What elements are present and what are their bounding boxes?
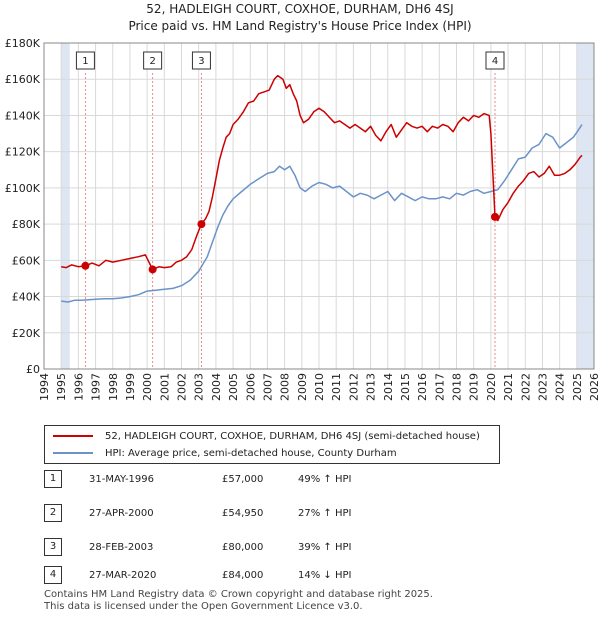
x-tick-label: 2009 bbox=[296, 373, 309, 401]
x-tick-label: 2026 bbox=[588, 373, 600, 401]
y-tick-label: £180K bbox=[5, 37, 41, 50]
x-tick-label: 2005 bbox=[227, 373, 240, 401]
x-tick-label: 2007 bbox=[261, 373, 274, 401]
sale-point bbox=[81, 261, 90, 270]
y-tick-label: £140K bbox=[5, 109, 41, 122]
x-tick-label: 2006 bbox=[244, 373, 257, 401]
sale-marker-box bbox=[485, 51, 505, 70]
x-tick-label: 1998 bbox=[107, 373, 120, 401]
x-tick-label: 2000 bbox=[141, 373, 154, 401]
shaded-region bbox=[61, 43, 70, 369]
sale-price: £57,000 bbox=[222, 474, 264, 485]
sale-point bbox=[491, 212, 499, 221]
x-tick-label: 2013 bbox=[365, 373, 378, 401]
legend-entry-property: 52, HADLEIGH COURT, COXHOE, DURHAM, DH6 … bbox=[53, 428, 480, 444]
legend-swatch-hpi bbox=[53, 452, 93, 454]
price-chart: £0 £20K £40K £60K £80K £100K £120K £140K £160K £1… bbox=[5, 37, 600, 401]
x-tick-label: 1999 bbox=[124, 373, 137, 401]
sale-number-box: 2 bbox=[44, 504, 62, 522]
legend-swatch-property bbox=[53, 435, 93, 437]
legend-entry-hpi: HPI: Average price, semi-detached house,… bbox=[53, 445, 397, 461]
sale-price: £54,950 bbox=[222, 508, 264, 519]
x-tick-label: 2001 bbox=[158, 373, 171, 401]
sale-marker-box bbox=[191, 51, 211, 70]
legend-label-hpi: HPI: Average price, semi-detached house,… bbox=[105, 447, 397, 459]
x-tick-label: 2008 bbox=[279, 373, 292, 401]
x-tick-label: 2014 bbox=[382, 373, 395, 401]
x-tick-label: 1995 bbox=[55, 373, 68, 401]
footer-copyright: Contains HM Land Registry data © Crown c… bbox=[44, 589, 433, 600]
table-row: 1 31-MAY-1996 £57,000 49% ↑ HPI bbox=[44, 470, 404, 492]
y-tick-label: £20K bbox=[12, 327, 41, 340]
sale-hpi-change: 39% ↑ HPI bbox=[298, 542, 352, 553]
x-tick-label: 2003 bbox=[193, 373, 206, 401]
x-tick-label: 2023 bbox=[536, 373, 549, 401]
x-tick-label: 2017 bbox=[433, 373, 446, 401]
x-tick-label: 2004 bbox=[210, 373, 223, 401]
sale-date: 31-MAY-1996 bbox=[89, 474, 155, 485]
sale-number-box: 4 bbox=[44, 566, 62, 584]
sale-date: 27-APR-2000 bbox=[89, 508, 154, 519]
shaded-region bbox=[576, 43, 594, 369]
x-tick-label: 2021 bbox=[502, 373, 515, 401]
x-tick-label: 1994 bbox=[38, 373, 51, 401]
y-tick-label: £60K bbox=[12, 254, 41, 267]
sale-price: £80,000 bbox=[222, 542, 264, 553]
table-row: 3 28-FEB-2003 £80,000 39% ↑ HPI bbox=[44, 538, 404, 560]
sale-marker-box bbox=[143, 51, 163, 70]
x-tick-label: 2002 bbox=[176, 373, 189, 401]
y-tick-label: £40K bbox=[12, 291, 41, 304]
x-tick-label: 2025 bbox=[571, 373, 584, 401]
x-tick-label: 2011 bbox=[330, 373, 343, 401]
y-tick-label: £160K bbox=[5, 73, 41, 86]
chart-subtitle: Price paid vs. HM Land Registry's House … bbox=[128, 19, 472, 33]
x-tick-label: 2015 bbox=[399, 373, 412, 401]
x-tick-label: 2018 bbox=[451, 373, 464, 401]
sale-marker-label: 1 bbox=[82, 56, 88, 67]
y-tick-label: £100K bbox=[5, 182, 41, 195]
x-tick-label: 2012 bbox=[347, 373, 360, 401]
x-tick-label: 2016 bbox=[416, 373, 429, 401]
hpi-line bbox=[61, 124, 583, 303]
y-tick-label: £0 bbox=[26, 363, 40, 376]
plot-border bbox=[43, 42, 595, 370]
x-tick-label: 2022 bbox=[519, 373, 532, 401]
x-tick-label: 2010 bbox=[313, 373, 326, 401]
sale-number-box: 3 bbox=[44, 538, 62, 556]
sale-number-box: 1 bbox=[44, 470, 62, 488]
table-row: 2 27-APR-2000 £54,950 27% ↑ HPI bbox=[44, 504, 404, 526]
x-tick-label: 2019 bbox=[468, 373, 481, 401]
sale-date: 27-MAR-2020 bbox=[89, 570, 157, 581]
x-tick-label: 1996 bbox=[72, 373, 85, 401]
table-row: 4 27-MAR-2020 £84,000 14% ↓ HPI bbox=[44, 566, 404, 588]
sale-marker-label: 3 bbox=[198, 56, 204, 67]
sale-marker-box bbox=[75, 51, 95, 70]
chart-title: 52, HADLEIGH COURT, COXHOE, DURHAM, DH6 … bbox=[146, 2, 454, 16]
sale-point bbox=[197, 220, 206, 229]
sale-hpi-change: 27% ↑ HPI bbox=[298, 508, 352, 519]
sale-marker-label: 4 bbox=[492, 56, 498, 67]
y-tick-label: £80K bbox=[12, 218, 41, 231]
x-tick-label: 1997 bbox=[90, 373, 103, 401]
x-tick-label: 2020 bbox=[485, 373, 498, 401]
sale-hpi-change: 14% ↓ HPI bbox=[298, 570, 352, 581]
sale-date: 28-FEB-2003 bbox=[89, 542, 154, 553]
legend-label-property: 52, HADLEIGH COURT, COXHOE, DURHAM, DH6 … bbox=[105, 430, 480, 442]
chart-legend: 52, HADLEIGH COURT, COXHOE, DURHAM, DH6 … bbox=[44, 425, 500, 464]
sale-point bbox=[148, 265, 157, 274]
y-tick-label: £120K bbox=[5, 146, 41, 159]
footer-licence: This data is licensed under the Open Gov… bbox=[44, 601, 363, 612]
sale-hpi-change: 49% ↑ HPI bbox=[298, 474, 352, 485]
sale-price: £84,000 bbox=[222, 570, 264, 581]
sale-marker-label: 2 bbox=[149, 56, 155, 67]
x-tick-label: 2024 bbox=[554, 373, 567, 401]
